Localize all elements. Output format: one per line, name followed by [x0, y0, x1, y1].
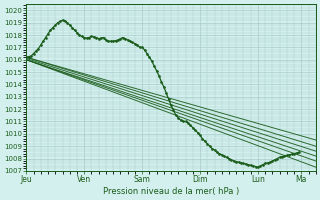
X-axis label: Pression niveau de la mer( hPa ): Pression niveau de la mer( hPa ) [103, 187, 239, 196]
